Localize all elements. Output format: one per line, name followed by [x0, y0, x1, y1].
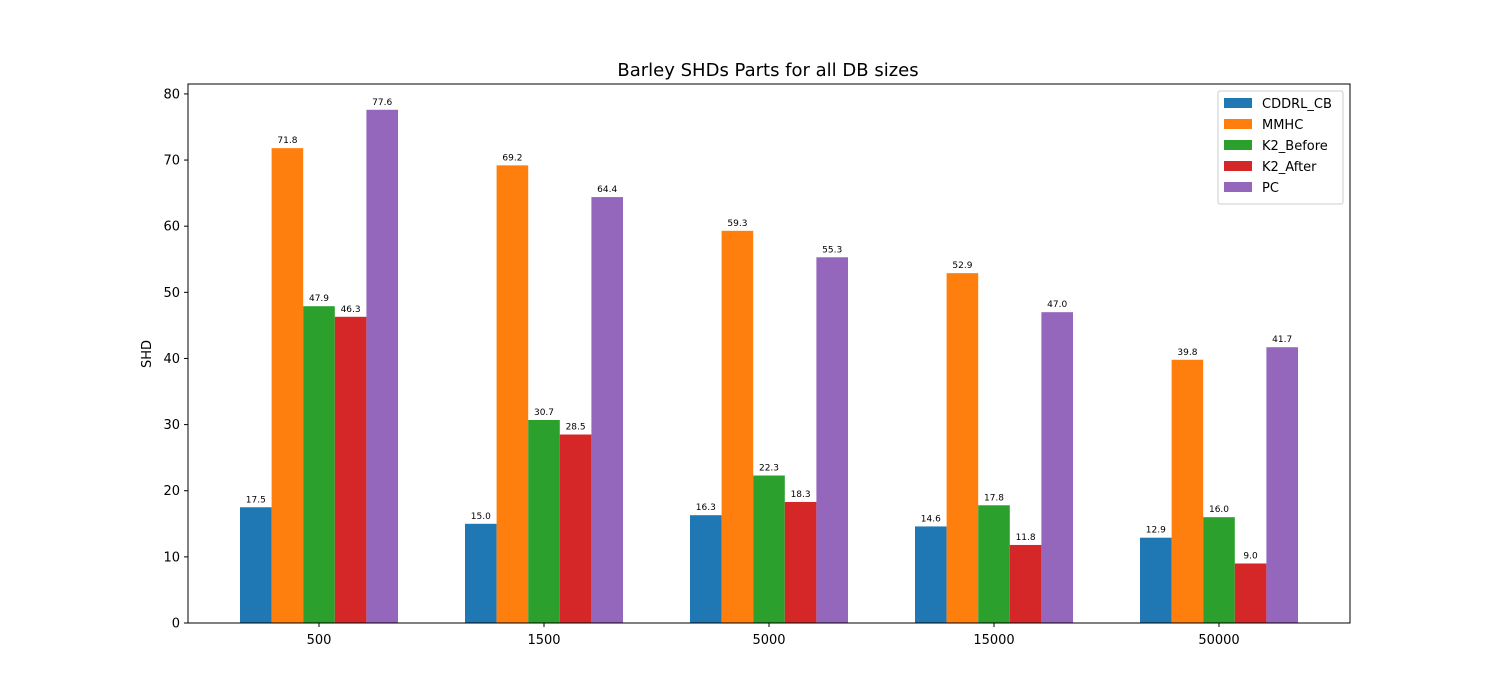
y-tick-label: 70 — [163, 154, 180, 169]
bar-value-label: 22.3 — [759, 464, 779, 474]
bar-k2-after-5000 — [784, 501, 817, 623]
bar-value-label: 9.0 — [1243, 551, 1258, 561]
bar-k2-after-15000 — [1009, 544, 1042, 623]
bar-value-label: 41.7 — [1272, 335, 1292, 345]
bars-group — [240, 109, 1298, 624]
bar-value-label: 16.3 — [696, 503, 716, 513]
bar-mmhc-1500 — [496, 165, 529, 623]
bar-value-label: 28.5 — [566, 423, 586, 433]
bar-pc-15000 — [1041, 312, 1073, 623]
legend-swatch — [1224, 182, 1252, 192]
bar-value-label: 11.8 — [1016, 533, 1036, 543]
y-tick-label: 80 — [163, 87, 180, 102]
bar-cddrl-cb-1500 — [465, 523, 497, 623]
bar-value-label: 69.2 — [502, 153, 522, 163]
bar-value-label: 30.7 — [534, 408, 554, 418]
bar-pc-1500 — [591, 197, 623, 623]
y-tick-label: 0 — [172, 617, 180, 632]
x-tick-label: 500 — [307, 633, 332, 648]
bar-value-label: 17.5 — [246, 495, 266, 505]
bar-cddrl-cb-500 — [240, 507, 272, 623]
bar-k2-after-1500 — [559, 434, 592, 623]
y-axis-label: SHD — [140, 340, 155, 368]
bar-mmhc-15000 — [946, 273, 979, 623]
bar-value-label: 39.8 — [1177, 348, 1197, 358]
legend-swatch — [1224, 98, 1252, 108]
bar-value-label: 47.0 — [1047, 300, 1067, 310]
bar-value-label: 17.8 — [984, 493, 1004, 503]
bar-value-label: 12.9 — [1146, 526, 1166, 536]
y-axis-ticks: 0 10 20 30 40 50 60 70 80 — [163, 87, 188, 632]
bar-mmhc-50000 — [1171, 359, 1204, 623]
y-tick-label: 30 — [163, 418, 180, 433]
legend: CDDRL_CB MMHC K2_Before K2_After PC — [1217, 90, 1344, 205]
bar-labels-group: 17.5 71.8 47.9 46.3 77.6 15.0 69.2 30.7 28.5 64.4… — [246, 98, 1292, 562]
bar-value-label: 71.8 — [277, 136, 297, 146]
x-tick-label: 15000 — [973, 633, 1014, 648]
y-tick-label: 50 — [163, 286, 180, 301]
bar-mmhc-5000 — [721, 230, 754, 623]
bar-value-label: 15.0 — [471, 512, 491, 522]
bar-mmhc-500 — [271, 148, 304, 623]
bar-value-label: 18.3 — [791, 490, 811, 500]
bar-pc-50000 — [1266, 347, 1298, 623]
bar-value-label: 59.3 — [727, 219, 747, 229]
legend-label: MMHC — [1262, 118, 1303, 133]
bar-value-label: 46.3 — [341, 305, 361, 315]
bar-value-label: 16.0 — [1209, 505, 1229, 515]
bar-k2-after-500 — [334, 316, 367, 623]
x-axis-ticks: 500 1500 5000 15000 50000 — [307, 623, 1240, 648]
bar-k2-before-500 — [303, 306, 335, 623]
bar-k2-before-50000 — [1203, 517, 1235, 623]
bar-value-label: 52.9 — [952, 261, 972, 271]
bar-cddrl-cb-50000 — [1140, 537, 1172, 623]
x-tick-label: 50000 — [1198, 633, 1239, 648]
x-tick-label: 1500 — [527, 633, 560, 648]
legend-swatch — [1224, 161, 1252, 171]
bar-value-label: 14.6 — [921, 514, 941, 524]
bar-value-label: 47.9 — [309, 294, 329, 304]
legend-label: K2_After — [1262, 160, 1317, 175]
y-tick-label: 60 — [163, 220, 180, 235]
bar-k2-before-15000 — [978, 505, 1010, 623]
bar-cddrl-cb-15000 — [915, 526, 947, 623]
y-tick-label: 20 — [163, 484, 180, 499]
bar-k2-after-50000 — [1234, 563, 1267, 623]
bar-value-label: 64.4 — [597, 185, 617, 195]
legend-label: CDDRL_CB — [1262, 97, 1332, 112]
bar-value-label: 77.6 — [372, 98, 392, 108]
plot-area-frame — [187, 83, 1351, 624]
y-tick-label: 40 — [163, 352, 180, 367]
bar-k2-before-5000 — [753, 475, 785, 623]
bar-pc-500 — [366, 109, 398, 624]
legend-label: PC — [1262, 181, 1279, 196]
bar-pc-5000 — [816, 257, 848, 623]
chart-title: Barley SHDs Parts for all DB sizes — [617, 60, 918, 81]
bar-k2-before-1500 — [528, 419, 560, 623]
legend-swatch — [1224, 140, 1252, 150]
bar-cddrl-cb-5000 — [690, 515, 722, 623]
bar-value-label: 55.3 — [822, 245, 842, 255]
legend-swatch — [1224, 119, 1252, 129]
legend-label: K2_Before — [1262, 139, 1328, 154]
y-tick-label: 10 — [163, 550, 180, 565]
x-tick-label: 5000 — [752, 633, 785, 648]
